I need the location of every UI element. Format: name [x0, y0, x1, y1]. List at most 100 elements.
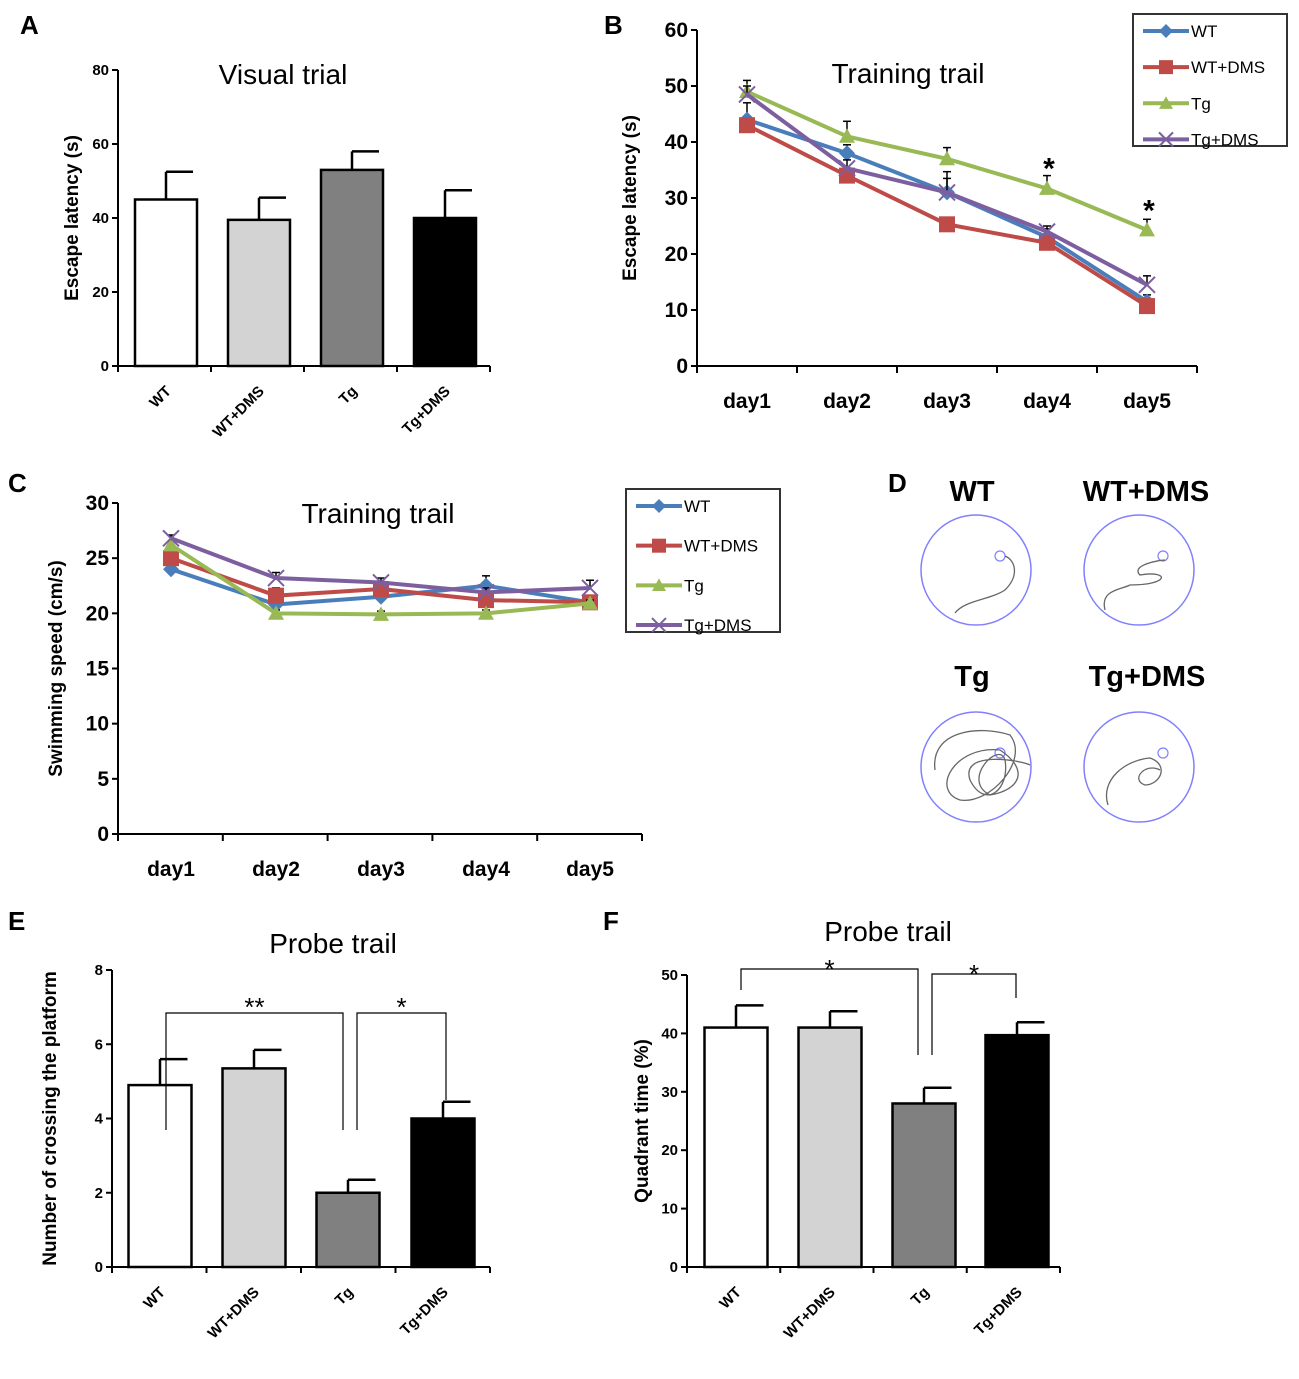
x-marker — [162, 529, 180, 548]
y-tick-label: 10 — [665, 299, 688, 322]
legend-box — [1132, 13, 1288, 147]
y-tick-label: 50 — [661, 967, 678, 984]
panel-f: F Probe trail Quadrant time (%) 0 10 20 30 40 50… — [603, 906, 1061, 1342]
bar-wt+dms — [226, 218, 292, 368]
x-marker — [372, 573, 390, 592]
y-tick-label: 2 — [95, 1185, 103, 1202]
x-tick-label: WT+DMS — [205, 1284, 263, 1342]
legend: WT WT+DMS Tg Tg+DMS — [1132, 13, 1288, 149]
x-tick-label: day5 — [1123, 390, 1171, 413]
y-tick-label: 80 — [92, 62, 109, 79]
x-marker — [1138, 276, 1156, 294]
legend-box — [625, 488, 781, 633]
triangle-marker — [1039, 180, 1055, 195]
square-marker — [163, 550, 179, 567]
pool-circle — [1083, 514, 1195, 626]
swim-path-tg: Tg — [920, 661, 1032, 823]
legend: WT WT+DMS Tg Tg+DMS — [625, 488, 781, 635]
y-tick-label: 60 — [665, 19, 688, 42]
chart-title: Training trail — [831, 58, 984, 89]
series-tg-dms — [738, 85, 1156, 294]
bar-tg — [891, 1102, 957, 1269]
pool-circle — [1083, 711, 1195, 823]
swim-path-wt: WT — [920, 476, 1032, 626]
y-tick-label: 0 — [95, 1259, 103, 1276]
x-tick-label: WT+DMS — [781, 1284, 839, 1342]
x-tick-label: day2 — [252, 858, 300, 881]
pool-circle — [920, 711, 1032, 823]
significance-marker: * — [969, 959, 979, 989]
y-tick-label: 20 — [92, 284, 109, 301]
chart-title: Visual trial — [219, 59, 348, 90]
panel-c: C Training trail Swimming speed (cm/s) 0 5 10… — [8, 468, 781, 881]
significance-marker: * — [824, 954, 834, 984]
bar-tg — [315, 1191, 381, 1269]
x-tick-label: WT — [140, 1284, 169, 1313]
swim-path — [934, 729, 1031, 801]
y-tick-label: 0 — [670, 1259, 678, 1276]
panel-label: F — [603, 906, 619, 936]
diamond-marker — [652, 499, 666, 513]
y-tick-label: 40 — [92, 210, 109, 227]
x-tick-label: Tg+DMS — [399, 383, 454, 438]
panel-label: A — [20, 10, 39, 40]
series-tg — [163, 536, 598, 621]
y-axis-label: Number of crossing the platform — [40, 971, 61, 1266]
panel-a: A Visual trial Escape latency (s) 0 20 40 60 80… — [20, 10, 491, 441]
bar-wt+dms — [797, 1026, 863, 1269]
x-tick-label: day3 — [357, 858, 405, 881]
swim-path-tg-dms: Tg+DMS — [1083, 661, 1205, 823]
y-tick-label: 20 — [665, 243, 688, 266]
pool-circle — [920, 514, 1032, 626]
x-marker — [1038, 222, 1056, 241]
y-tick-label: 25 — [86, 547, 110, 570]
square-marker — [739, 117, 755, 134]
y-tick-label: 40 — [665, 131, 688, 154]
bar-tg+dms — [984, 1033, 1050, 1269]
x-marker — [1158, 131, 1174, 148]
x-tick-label: Tg+DMS — [971, 1284, 1026, 1339]
significance-bracket — [165, 1012, 344, 1130]
significance-bracket — [356, 1012, 447, 1130]
bar-wt — [133, 198, 199, 368]
series-wt-dms — [739, 117, 1155, 315]
bar-wt — [127, 1083, 193, 1269]
y-tick-label: 20 — [661, 1142, 678, 1159]
triangle-marker — [373, 606, 389, 621]
group-label: Tg — [954, 661, 989, 693]
y-tick-label: 8 — [95, 962, 103, 979]
triangle-marker — [268, 605, 284, 620]
panel-label: E — [8, 906, 25, 936]
y-tick-label: 50 — [665, 75, 688, 98]
triangle-marker — [163, 536, 179, 552]
series-tg — [739, 79, 1155, 237]
significance-bracket — [740, 968, 919, 1055]
x-tick-label: WT — [146, 383, 175, 412]
swim-path — [1105, 757, 1162, 806]
bar-wt — [703, 1026, 769, 1269]
y-tick-label: 30 — [665, 187, 688, 210]
y-axis-label: Escape latency (s) — [62, 135, 83, 301]
swim-path-wt-dms: WT+DMS — [1083, 476, 1209, 626]
y-tick-label: 30 — [661, 1084, 678, 1101]
diamond-marker — [839, 145, 855, 162]
legend-label: WT — [684, 497, 710, 516]
platform-circle — [994, 550, 1006, 562]
significance-bracket — [931, 973, 1017, 1055]
group-label: WT+DMS — [1083, 476, 1209, 508]
y-tick-label: 0 — [97, 823, 109, 846]
x-tick-label: day2 — [823, 390, 871, 413]
y-tick-label: 15 — [86, 658, 110, 681]
square-marker — [1159, 60, 1173, 75]
chart-title: Training trail — [301, 498, 454, 529]
y-tick-label: 4 — [95, 1111, 104, 1128]
legend-label: WT — [1191, 22, 1217, 41]
y-axis-label: Swimming speed (cm/s) — [46, 560, 67, 776]
platform-circle — [1157, 747, 1169, 759]
x-tick-label: day1 — [723, 390, 771, 413]
panel-d: D WT WT+DMS Tg Tg+DMS — [888, 468, 1209, 823]
significance-marker: * — [1143, 194, 1155, 227]
significance-marker: * — [1043, 152, 1055, 185]
triangle-marker — [478, 605, 494, 620]
